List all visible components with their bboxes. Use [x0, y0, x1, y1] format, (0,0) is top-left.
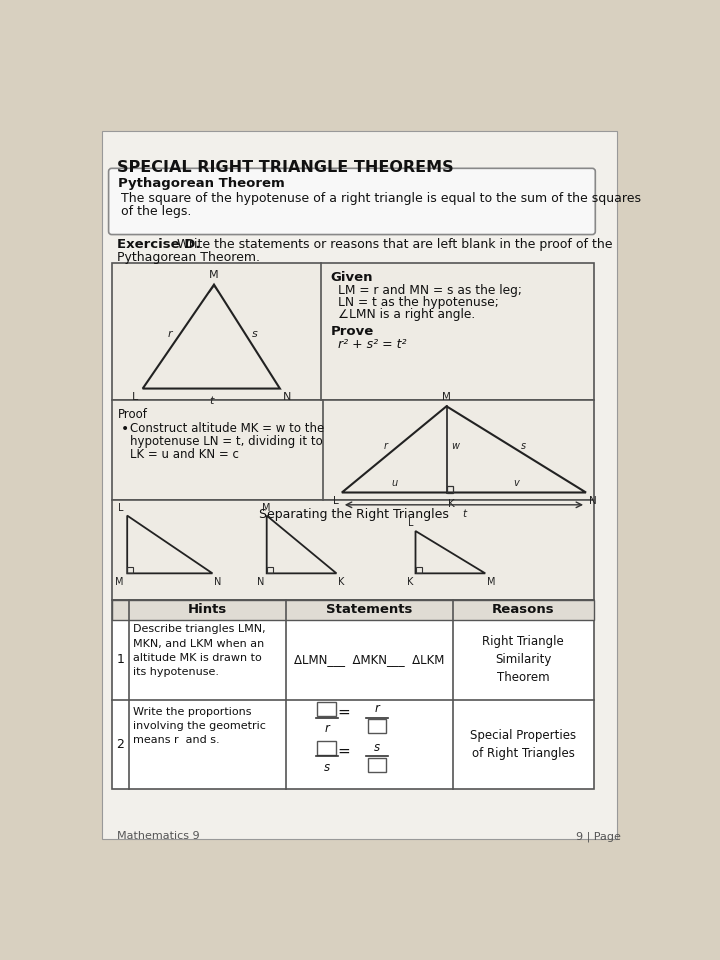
Text: N: N — [257, 577, 264, 588]
Bar — [112, 400, 594, 500]
Bar — [318, 703, 336, 716]
Bar — [318, 741, 336, 755]
Text: ∠LMN is a right angle.: ∠LMN is a right angle. — [338, 308, 475, 322]
Text: M: M — [263, 502, 271, 513]
Text: Prove: Prove — [330, 324, 374, 338]
Text: K: K — [407, 577, 413, 588]
Text: r: r — [384, 442, 388, 451]
Bar — [112, 500, 594, 600]
Text: s: s — [521, 442, 526, 451]
Text: 2: 2 — [117, 738, 124, 751]
Text: Construct altitude MK = w to the: Construct altitude MK = w to the — [130, 421, 325, 435]
Text: Right Triangle
Similarity
Theorem: Right Triangle Similarity Theorem — [482, 636, 564, 684]
Text: Given: Given — [330, 271, 373, 284]
Text: Statements: Statements — [326, 604, 413, 616]
Text: Pythagorean Theorem: Pythagorean Theorem — [118, 177, 284, 190]
Text: ΔLMN___  ΔMKN___  ΔLKM: ΔLMN___ ΔMKN___ ΔLKM — [294, 654, 444, 666]
Text: L: L — [333, 495, 339, 506]
Text: =: = — [338, 743, 350, 758]
Text: Exercise D.: Exercise D. — [117, 238, 201, 252]
FancyBboxPatch shape — [109, 168, 595, 234]
Text: LK = u and KN = c: LK = u and KN = c — [130, 447, 239, 461]
Text: s: s — [374, 741, 380, 754]
Text: N: N — [283, 392, 292, 401]
Text: u: u — [391, 478, 397, 488]
Text: Special Properties
of Right Triangles: Special Properties of Right Triangles — [470, 730, 576, 760]
Text: s: s — [251, 328, 257, 339]
Text: N: N — [214, 577, 221, 588]
Text: t: t — [209, 396, 213, 406]
Text: Write the proportions
involving the geometric
means r  and s.: Write the proportions involving the geom… — [133, 707, 266, 745]
Text: K: K — [448, 498, 455, 509]
Text: Reasons: Reasons — [492, 604, 554, 616]
Text: 1: 1 — [117, 654, 124, 666]
Text: M: M — [210, 270, 219, 280]
Text: hypotenuse LN = t, dividing it to: hypotenuse LN = t, dividing it to — [130, 435, 323, 447]
FancyBboxPatch shape — [102, 131, 617, 839]
Text: LN = t as the hypotenuse;: LN = t as the hypotenuse; — [338, 296, 499, 309]
Text: Pythagorean Theorem.: Pythagorean Theorem. — [117, 252, 260, 265]
Text: w: w — [451, 442, 459, 451]
Text: Mathematics 9: Mathematics 9 — [117, 831, 199, 841]
Text: t: t — [462, 509, 466, 518]
Bar — [112, 600, 594, 789]
Text: L: L — [408, 518, 413, 528]
Text: K: K — [338, 577, 344, 588]
Text: Write the statements or reasons that are left blank in the proof of the: Write the statements or reasons that are… — [173, 238, 613, 252]
Bar — [368, 757, 387, 772]
Text: r: r — [374, 703, 379, 715]
Text: of the legs.: of the legs. — [121, 205, 192, 218]
Text: 9 | Page: 9 | Page — [576, 831, 621, 842]
Bar — [112, 600, 594, 619]
Bar — [415, 567, 422, 573]
Bar — [368, 719, 387, 733]
Text: The square of the hypotenuse of a right triangle is equal to the sum of the squa: The square of the hypotenuse of a right … — [121, 192, 641, 205]
Text: r: r — [168, 328, 172, 339]
Bar — [127, 567, 133, 573]
Text: M: M — [442, 392, 451, 401]
Text: Separating the Right Triangles: Separating the Right Triangles — [258, 508, 449, 521]
Text: =: = — [338, 705, 350, 720]
Text: Hints: Hints — [188, 604, 227, 616]
Text: M: M — [487, 577, 495, 588]
Text: Proof: Proof — [118, 408, 148, 420]
Text: r² + s² = t²: r² + s² = t² — [338, 339, 407, 351]
Text: M: M — [114, 577, 123, 588]
Text: L: L — [132, 392, 138, 401]
Text: s: s — [324, 761, 330, 774]
Bar — [446, 487, 453, 492]
Text: r: r — [324, 722, 329, 735]
Text: N: N — [589, 495, 597, 506]
Text: SPECIAL RIGHT TRIANGLE THEOREMS: SPECIAL RIGHT TRIANGLE THEOREMS — [117, 160, 454, 175]
Text: •: • — [121, 421, 130, 436]
Text: v: v — [513, 478, 519, 488]
Bar — [112, 263, 594, 400]
Text: L: L — [118, 503, 123, 514]
Text: LM = r and MN = s as the leg;: LM = r and MN = s as the leg; — [338, 284, 522, 297]
Text: Describe triangles LMN,
MKN, and LKM when an
altitude MK is drawn to
its hypoten: Describe triangles LMN, MKN, and LKM whe… — [133, 624, 266, 678]
Bar — [266, 567, 273, 573]
